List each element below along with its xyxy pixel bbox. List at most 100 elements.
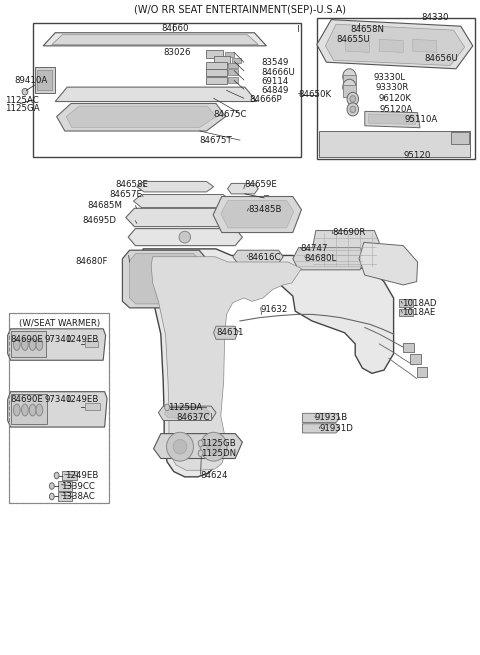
Ellipse shape (13, 404, 20, 416)
Polygon shape (214, 326, 238, 339)
Polygon shape (228, 77, 238, 83)
Polygon shape (214, 56, 230, 64)
Polygon shape (228, 63, 238, 68)
Polygon shape (58, 492, 72, 501)
Polygon shape (85, 341, 98, 347)
Text: 64849: 64849 (262, 86, 289, 95)
Text: 84695D: 84695D (83, 216, 117, 225)
Text: 84747: 84747 (300, 244, 328, 253)
Polygon shape (359, 242, 418, 285)
Polygon shape (225, 52, 234, 57)
Text: 84680F: 84680F (76, 257, 108, 267)
Text: 84690E: 84690E (11, 395, 43, 404)
Text: 84658N: 84658N (350, 25, 384, 34)
Bar (9, 313, 109, 503)
Ellipse shape (165, 404, 169, 411)
Polygon shape (399, 309, 413, 316)
Polygon shape (399, 299, 413, 307)
Bar (317, 18, 475, 159)
Text: 1125DA: 1125DA (168, 403, 203, 412)
Polygon shape (302, 413, 340, 422)
Polygon shape (58, 481, 72, 491)
Polygon shape (451, 132, 469, 144)
Text: 84690E: 84690E (11, 335, 43, 344)
Ellipse shape (22, 339, 28, 350)
Polygon shape (137, 181, 214, 192)
Text: 1125GA: 1125GA (5, 103, 39, 113)
Text: 83485B: 83485B (249, 205, 282, 214)
Ellipse shape (49, 493, 54, 500)
Polygon shape (410, 354, 421, 364)
Polygon shape (206, 69, 227, 76)
Polygon shape (57, 103, 226, 131)
Text: 93330R: 93330R (376, 83, 409, 92)
Ellipse shape (347, 103, 359, 116)
Ellipse shape (347, 92, 359, 105)
Polygon shape (43, 33, 266, 46)
Bar (264, 195, 268, 200)
Ellipse shape (343, 69, 356, 84)
Polygon shape (55, 87, 257, 102)
Text: 84657E: 84657E (109, 190, 143, 199)
Polygon shape (130, 253, 200, 304)
Bar (343, 85, 356, 97)
Polygon shape (379, 39, 403, 52)
Text: 84659E: 84659E (245, 180, 277, 189)
Text: 1338AC: 1338AC (61, 492, 95, 501)
Polygon shape (293, 248, 366, 270)
Polygon shape (158, 406, 216, 421)
Text: 84624: 84624 (201, 471, 228, 480)
Text: 1339CC: 1339CC (61, 481, 96, 491)
Polygon shape (213, 196, 301, 233)
Text: 96120K: 96120K (378, 94, 411, 103)
Text: 84666U: 84666U (262, 67, 296, 77)
Text: 1125AC: 1125AC (5, 96, 38, 105)
Polygon shape (413, 39, 437, 52)
Polygon shape (403, 343, 414, 352)
Text: 83549: 83549 (262, 58, 289, 67)
Polygon shape (37, 70, 52, 90)
Text: 84680L: 84680L (305, 253, 337, 263)
Text: 84675T: 84675T (199, 136, 232, 145)
Polygon shape (302, 424, 340, 433)
Polygon shape (221, 200, 294, 228)
Text: 69114: 69114 (262, 77, 289, 86)
Text: 1125DN: 1125DN (201, 449, 236, 458)
Text: 91931D: 91931D (319, 424, 353, 433)
Text: 91931B: 91931B (315, 413, 348, 422)
Text: (W/SEAT WARMER): (W/SEAT WARMER) (19, 319, 100, 328)
Text: 84330: 84330 (421, 13, 449, 22)
Text: 84666P: 84666P (250, 95, 282, 104)
Polygon shape (228, 69, 238, 75)
Ellipse shape (343, 79, 356, 95)
Polygon shape (417, 367, 427, 377)
Ellipse shape (22, 404, 28, 416)
Polygon shape (206, 62, 227, 69)
Text: 84616C: 84616C (248, 253, 281, 262)
Text: 1125GB: 1125GB (201, 439, 235, 448)
Polygon shape (11, 331, 46, 357)
Polygon shape (35, 67, 55, 93)
Polygon shape (11, 394, 47, 424)
Polygon shape (154, 434, 242, 458)
Ellipse shape (22, 88, 28, 95)
Text: 84656U: 84656U (425, 54, 459, 64)
Text: 1249EB: 1249EB (65, 335, 99, 344)
Bar (33, 23, 301, 157)
Text: 1018AE: 1018AE (402, 308, 436, 317)
Polygon shape (8, 392, 107, 427)
Text: 1249EB: 1249EB (65, 395, 99, 404)
Text: 84690R: 84690R (332, 228, 366, 237)
Polygon shape (311, 231, 379, 269)
Polygon shape (128, 229, 242, 246)
Polygon shape (365, 111, 420, 128)
Ellipse shape (173, 440, 187, 454)
Ellipse shape (198, 450, 203, 457)
Polygon shape (143, 249, 394, 477)
Ellipse shape (167, 432, 193, 461)
Polygon shape (325, 24, 465, 66)
Text: 84685M: 84685M (87, 201, 122, 210)
Text: 84658E: 84658E (115, 180, 148, 189)
Ellipse shape (29, 339, 36, 350)
Ellipse shape (29, 404, 36, 416)
